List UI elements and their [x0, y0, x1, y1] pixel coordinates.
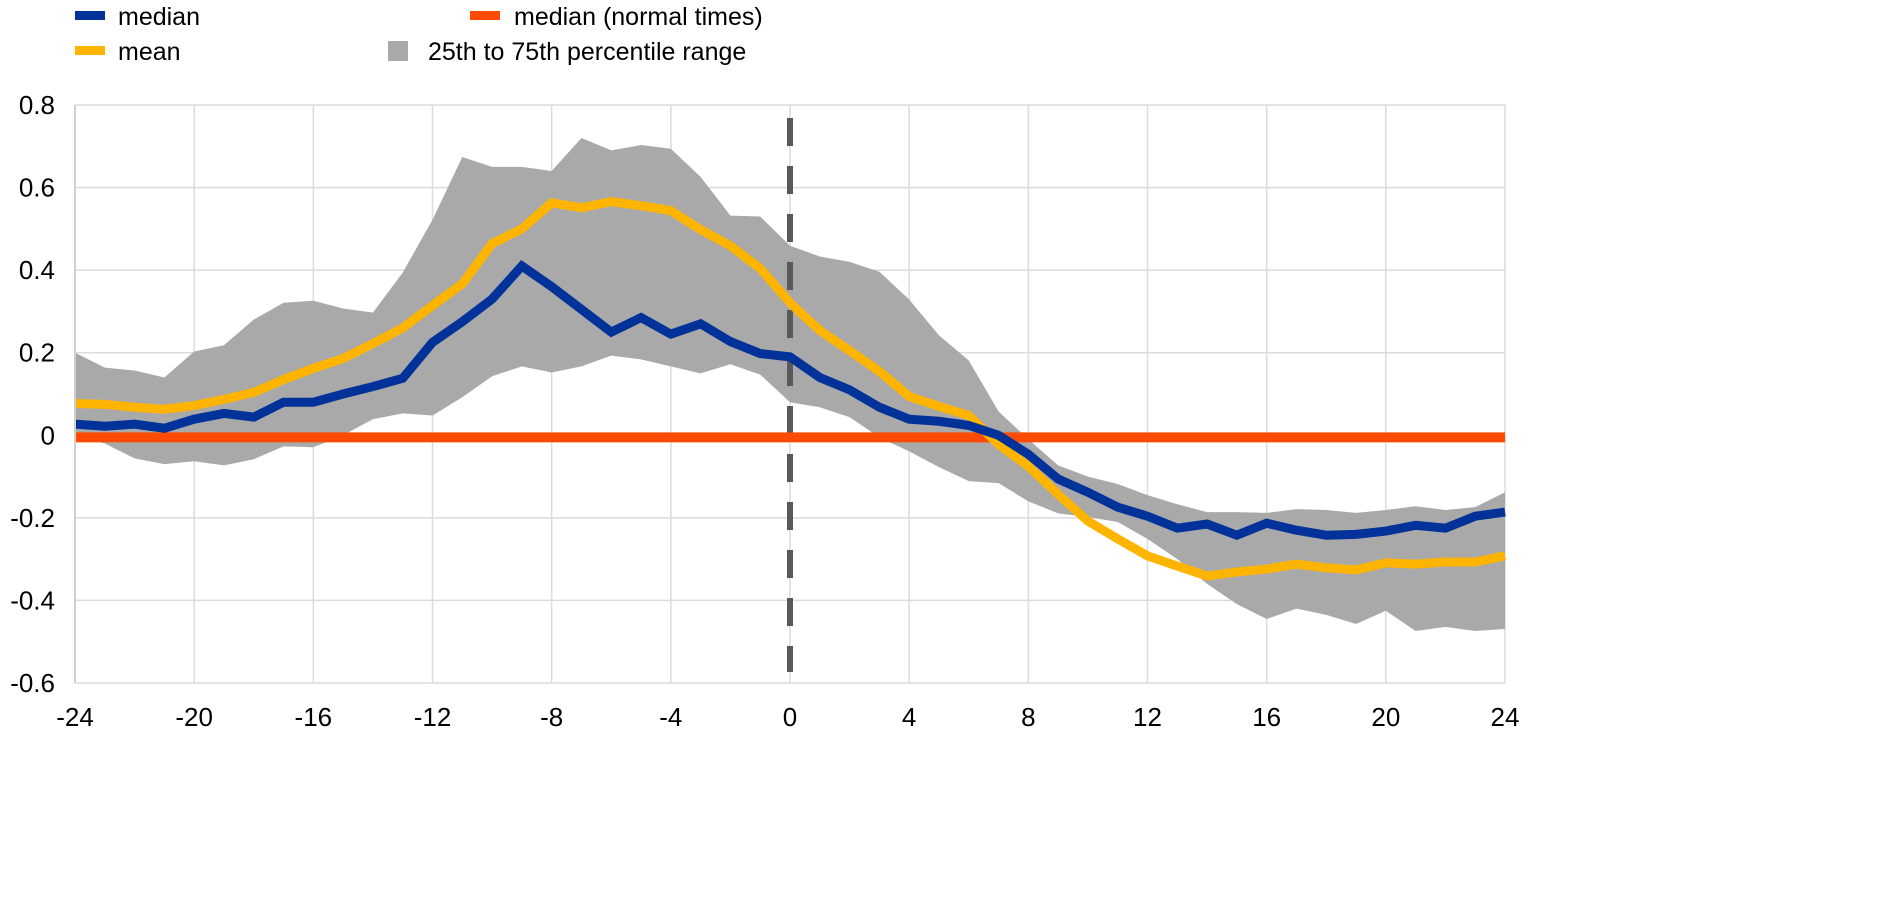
legend-label-median-normal: median (normal times) [514, 3, 763, 31]
legend-swatch-percentile-range [388, 41, 408, 61]
x-tick-label: -20 [175, 702, 213, 732]
legend-swatch-median [75, 11, 105, 20]
x-tick-label: -16 [295, 702, 333, 732]
x-tick-label: -8 [540, 702, 563, 732]
legend-swatch-mean [75, 46, 105, 55]
legend-label-mean: mean [118, 38, 181, 66]
x-tick-label: 20 [1371, 702, 1400, 732]
legend-label-percentile-range: 25th to 75th percentile range [428, 38, 746, 66]
series-lines [74, 118, 1506, 672]
y-tick-label: 0.6 [19, 173, 55, 203]
legend-label-median: median [118, 3, 200, 31]
x-tick-label: 8 [1021, 702, 1035, 732]
axes: 0.8 0.6 0.4 0.2 0 -0.2 -0.4 -0.6-24 -20 -16 -12 -8 -… [10, 90, 1519, 732]
x-tick-label: -24 [56, 702, 94, 732]
x-tick-label: 16 [1252, 702, 1281, 732]
y-tick-label: -0.4 [10, 585, 55, 615]
y-tick-label: -0.6 [10, 668, 55, 698]
series-line-mean [74, 197, 1506, 581]
x-tick-label: -12 [414, 702, 452, 732]
y-tick-label: 0.8 [19, 90, 55, 120]
legend-swatch-median-normal [470, 11, 500, 20]
legend: median mean median (normal times) 25th t… [75, 3, 763, 66]
y-tick-label: 0.2 [19, 338, 55, 368]
y-tick-label: 0.4 [19, 255, 55, 285]
series-line-median [74, 260, 1506, 541]
x-tick-label: 12 [1133, 702, 1162, 732]
x-tick-label: 0 [783, 702, 797, 732]
y-tick-label: -0.2 [10, 503, 55, 533]
x-tick-label: -4 [659, 702, 682, 732]
y-tick-label: 0 [41, 420, 55, 450]
x-tick-label: 4 [902, 702, 916, 732]
x-tick-label: 24 [1491, 702, 1520, 732]
